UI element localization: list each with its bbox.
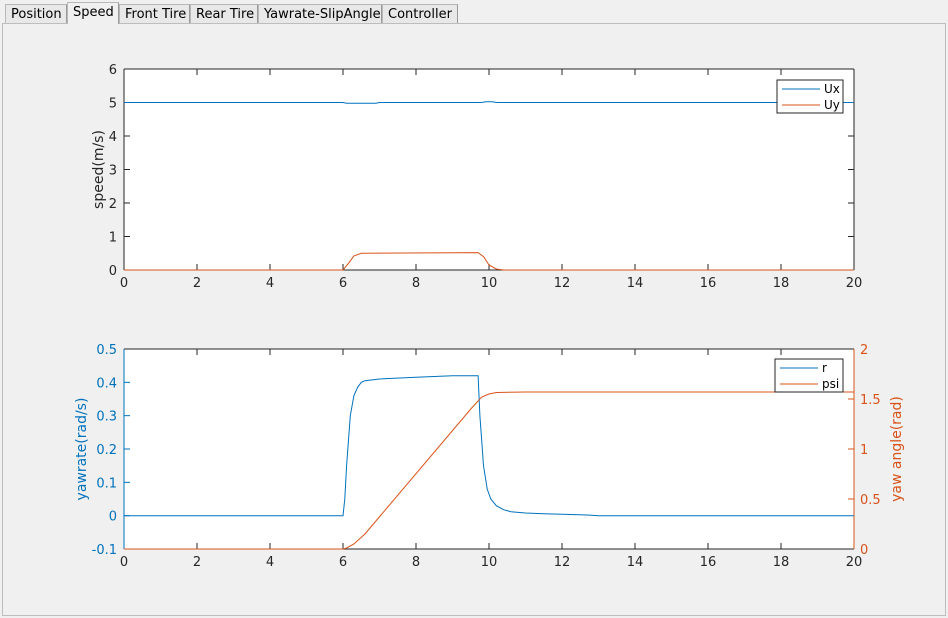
series-line-Uy: [124, 252, 854, 271]
x-tick-label: 0: [120, 276, 128, 291]
legend-label-psi: psi: [822, 377, 839, 391]
x-tick-label: 14: [627, 276, 644, 291]
tab-bar: Position Speed Front Tire Rear Tire Yawr…: [0, 0, 948, 24]
y-tick-label: 4: [109, 130, 117, 145]
y-tick-label: 5: [109, 97, 117, 112]
y-tick-label: 6: [109, 63, 117, 78]
x-tick-label: 16: [700, 276, 717, 291]
y-tick-label: 0.3: [96, 410, 117, 425]
x-tick-label: 18: [773, 276, 790, 291]
y-tick-label: 0.2: [96, 443, 117, 458]
y-tick-label: 0.5: [96, 343, 117, 358]
y2-tick-label: 1.5: [860, 393, 881, 408]
x-tick-label: 0: [120, 555, 128, 570]
y-tick-label: 2: [109, 197, 117, 212]
x-tick-label: 10: [481, 276, 498, 291]
tab-yawrate-slipangle[interactable]: Yawrate-SlipAngle: [258, 4, 382, 24]
y-tick-label: -0.1: [92, 543, 117, 558]
x-tick-label: 16: [700, 555, 717, 570]
x-tick-label: 20: [846, 276, 863, 291]
x-tick-label: 8: [412, 555, 420, 570]
series-line-psi: [124, 391, 854, 550]
y2-tick-label: 2: [860, 343, 868, 358]
x-tick-label: 12: [554, 555, 571, 570]
x-tick-label: 20: [846, 555, 863, 570]
y-axis-label: speed(m/s): [91, 130, 107, 209]
x-tick-label: 2: [193, 276, 201, 291]
y2-tick-label: 0.5: [860, 493, 881, 508]
y-tick-label: 0.1: [96, 476, 117, 491]
y-tick-label: 1: [109, 231, 117, 246]
y-tick-label: 0: [109, 510, 117, 525]
tab-rear-tire[interactable]: Rear Tire: [190, 4, 258, 24]
y2-axis-label: yaw angle(rad): [889, 396, 905, 502]
y2-tick-label: 0: [860, 543, 868, 558]
series-line-r: [124, 375, 854, 517]
tab-position[interactable]: Position: [5, 4, 67, 24]
legend-label-Ux: Ux: [824, 82, 840, 96]
x-tick-label: 4: [266, 555, 274, 570]
tab-speed[interactable]: Speed: [67, 2, 119, 24]
y2-tick-label: 1: [860, 443, 868, 458]
y-tick-label: 0.4: [96, 376, 117, 391]
plot-area-0: [124, 69, 854, 270]
x-tick-label: 4: [266, 276, 274, 291]
tab-front-tire[interactable]: Front Tire: [119, 4, 190, 24]
x-tick-label: 10: [481, 555, 498, 570]
y-tick-label: 3: [109, 164, 117, 179]
y-tick-label: 0: [109, 264, 117, 279]
legend-label-r: r: [822, 361, 827, 375]
x-tick-label: 18: [773, 555, 790, 570]
x-tick-label: 6: [339, 555, 347, 570]
x-tick-label: 6: [339, 276, 347, 291]
x-tick-label: 8: [412, 276, 420, 291]
legend-label-Uy: Uy: [824, 98, 840, 112]
series-line-Ux: [124, 101, 854, 104]
x-tick-label: 2: [193, 555, 201, 570]
legend-box: [774, 358, 844, 393]
x-tick-label: 14: [627, 555, 644, 570]
tab-controller[interactable]: Controller: [382, 4, 458, 24]
plot-area-1: [124, 349, 854, 549]
y-axis-label: yawrate(rad/s): [74, 398, 90, 501]
legend-box: [776, 79, 844, 114]
x-tick-label: 12: [554, 276, 571, 291]
